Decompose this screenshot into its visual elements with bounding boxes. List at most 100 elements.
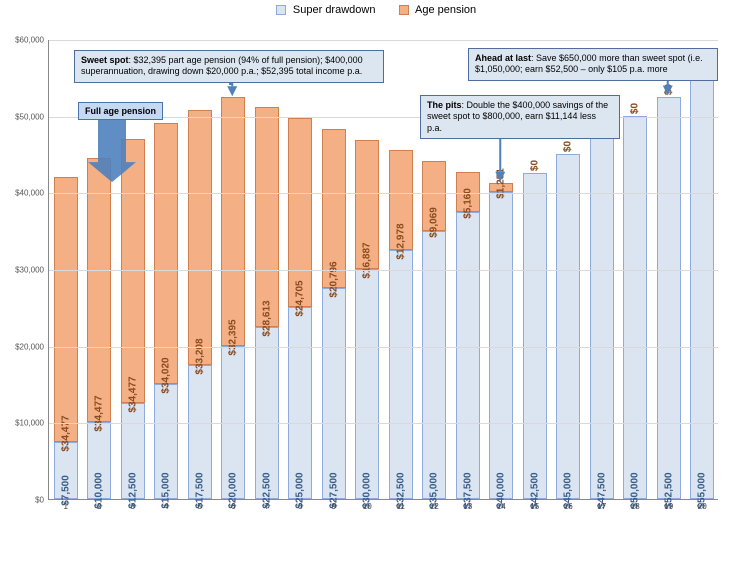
bar-pension-label: $0: [630, 103, 641, 114]
bar-pension: $34,477: [87, 158, 111, 422]
y-axis-label: $10,000: [15, 419, 49, 428]
x-axis-label: 14: [489, 499, 513, 511]
full-age-pension-label: Full age pension: [78, 102, 163, 120]
bar-pension-label: $32,395: [228, 319, 239, 355]
legend: Super drawdown Age pension: [0, 4, 752, 16]
bar-pension-label: $12,978: [395, 223, 406, 259]
bar-pension-label: $1,251: [496, 169, 507, 200]
y-axis-label: $40,000: [15, 189, 49, 198]
bar-super: $55,000: [690, 77, 714, 499]
bar-super: $20,000: [221, 346, 245, 499]
y-axis-label: $20,000: [15, 342, 49, 351]
bar-pension-label: $34,477: [94, 396, 105, 432]
bar-pension: $5,160: [456, 172, 480, 212]
bar-super: $42,500: [523, 173, 547, 499]
bar-pension-label: $16,887: [362, 242, 373, 278]
x-axis-label: 17: [590, 499, 614, 511]
legend-item-super: Super drawdown: [276, 4, 376, 16]
bar-pension-label: $0: [529, 160, 540, 171]
bar-group: $7,500$34,4771: [54, 39, 78, 499]
bar-group: $55,000$020: [690, 39, 714, 499]
bar-pension: $16,887: [355, 140, 379, 269]
bar-super: $30,000: [355, 269, 379, 499]
x-axis-label: 19: [657, 499, 681, 511]
x-axis-label: 9: [322, 499, 346, 511]
bar-super: $15,000: [154, 384, 178, 499]
legend-label-super: Super drawdown: [293, 4, 376, 16]
x-axis-label: 12: [422, 499, 446, 511]
bar-pension: $0: [523, 159, 547, 173]
y-axis-label: $60,000: [15, 36, 49, 45]
callout-ahead-at-last: Ahead at last: Save $650,000 more than s…: [468, 48, 718, 81]
x-axis-label: 11: [389, 499, 413, 511]
x-axis-label: 8: [288, 499, 312, 511]
legend-swatch-pension: [399, 5, 409, 15]
bar-group: $32,500$12,97811: [389, 39, 413, 499]
bar-pension: $34,020: [154, 123, 178, 384]
bar-pension: $1,251: [489, 183, 513, 193]
bar-pension: $12,978: [389, 150, 413, 249]
bar-pension-label: $20,796: [328, 262, 339, 298]
bar-pension: $24,705: [288, 118, 312, 307]
bar-super: $50,000: [623, 116, 647, 499]
legend-item-pension: Age pension: [399, 4, 477, 16]
bar-group: $17,500$33,2085: [188, 39, 212, 499]
bar-pension: $32,395: [221, 97, 245, 345]
bar-super: $10,000: [87, 422, 111, 499]
bar-group: $20,000$32,3956: [221, 39, 245, 499]
bar-pension-label: $34,020: [161, 357, 172, 393]
bar-group: $30,000$16,88710: [355, 39, 379, 499]
bar-pension-label: $5,160: [462, 188, 473, 219]
x-axis-label: 5: [188, 499, 212, 511]
x-axis-label: 2: [87, 499, 111, 511]
bar-pension-label: $0: [663, 83, 674, 94]
x-axis-label: 3: [121, 499, 145, 511]
x-axis-label: 7: [255, 499, 279, 511]
x-axis-label: 18: [623, 499, 647, 511]
bar-pension: $20,796: [322, 129, 346, 288]
bar-pension: $34,477: [54, 177, 78, 441]
bar-pension-label: $34,477: [60, 415, 71, 451]
callout-sweet-spot: Sweet spot: $32,395 part age pension (94…: [74, 50, 384, 83]
y-axis-label: $30,000: [15, 266, 49, 275]
bar-pension: $34,477: [121, 139, 145, 403]
bar-pension-label: $9,069: [429, 207, 440, 238]
bar-super: $32,500: [389, 250, 413, 499]
bar-group: $50,000$018: [623, 39, 647, 499]
x-axis-label: 6: [221, 499, 245, 511]
bar-super: $47,500: [590, 135, 614, 499]
bar-super: $17,500: [188, 365, 212, 499]
x-axis-label: 20: [690, 499, 714, 511]
legend-swatch-super: [276, 5, 286, 15]
x-axis-label: 16: [556, 499, 580, 511]
bar-super: $27,500: [322, 288, 346, 499]
bar-pension-label: $0: [563, 141, 574, 152]
bar-group: $25,000$24,7058: [288, 39, 312, 499]
bar-pension-label: $34,477: [127, 377, 138, 413]
bar-pension: $0: [623, 102, 647, 116]
bar-group: $27,500$20,7969: [322, 39, 346, 499]
bar-pension: $9,069: [422, 161, 446, 231]
bar-pension-label: $24,705: [295, 281, 306, 317]
x-axis-label: 10: [355, 499, 379, 511]
bar-pension-label: $33,208: [194, 338, 205, 374]
y-axis-label: $50,000: [15, 112, 49, 121]
bar-pension-label: $28,613: [261, 300, 272, 336]
bar-super: $37,500: [456, 212, 480, 500]
bar-super: $45,000: [556, 154, 580, 499]
bar-super: $52,500: [657, 97, 681, 500]
bar-group: $22,500$28,6137: [255, 39, 279, 499]
bar-pension: $0: [657, 83, 681, 97]
y-axis-label: $0: [35, 496, 49, 505]
bar-super: $25,000: [288, 307, 312, 499]
bar-super: $22,500: [255, 327, 279, 500]
callout-the-pits: The pits: Double the $400,000 savings of…: [420, 95, 620, 139]
bar-pension: $28,613: [255, 107, 279, 326]
x-axis-label: 4: [154, 499, 178, 511]
bar-pension: $0: [556, 140, 580, 154]
x-axis-label: 13: [456, 499, 480, 511]
bar-pension: $33,208: [188, 110, 212, 365]
legend-label-pension: Age pension: [415, 4, 476, 16]
bar-super: $12,500: [121, 403, 145, 499]
x-axis-label: 1: [54, 499, 78, 511]
